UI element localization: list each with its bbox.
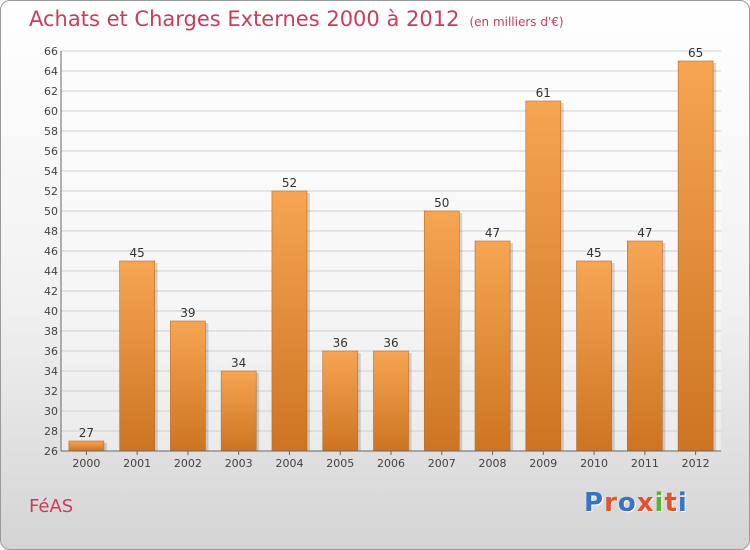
bar <box>119 260 155 452</box>
logo-letter: t <box>664 488 678 518</box>
x-tick-label: 2009 <box>529 457 557 470</box>
bar <box>474 240 511 452</box>
bar <box>373 350 409 452</box>
x-tick-label: 2002 <box>174 457 202 470</box>
value-label: 45 <box>586 246 601 260</box>
y-tick-label: 32 <box>44 385 58 398</box>
y-tick-label: 38 <box>44 325 58 338</box>
value-label: 45 <box>130 246 145 260</box>
value-label: 39 <box>180 306 195 320</box>
bar <box>322 350 359 452</box>
commune-name: FéAS <box>29 496 74 517</box>
x-tick-label: 2006 <box>377 457 405 470</box>
logo-letter: o <box>617 488 637 518</box>
x-tick-label: 2012 <box>682 457 710 470</box>
value-label: 34 <box>231 356 246 370</box>
bar <box>576 260 612 452</box>
value-label: 36 <box>333 336 348 350</box>
y-tick-label: 44 <box>44 265 58 278</box>
x-tick-label: 2010 <box>580 457 608 470</box>
y-tick-label: 54 <box>44 165 58 178</box>
bar <box>170 320 206 452</box>
y-tick-label: 28 <box>44 425 58 438</box>
bar <box>677 60 714 452</box>
value-label: 52 <box>282 176 297 190</box>
chart-title: Achats et Charges Externes 2000 à 2012 (e… <box>29 7 564 31</box>
bar <box>220 370 257 452</box>
bar <box>271 190 308 452</box>
x-tick-label: 2008 <box>479 457 507 470</box>
y-tick-label: 40 <box>44 305 58 318</box>
value-label: 27 <box>79 426 94 440</box>
x-tick-label: 2011 <box>631 457 659 470</box>
y-tick-label: 60 <box>44 105 58 118</box>
x-tick-label: 2003 <box>225 457 253 470</box>
value-label: 36 <box>383 336 398 350</box>
bar <box>627 240 663 452</box>
logo-letter: i <box>654 488 665 518</box>
y-tick-label: 58 <box>44 125 58 138</box>
y-tick-label: 30 <box>44 405 58 418</box>
value-label: 50 <box>434 196 449 210</box>
chart-title-text: Achats et Charges Externes 2000 à 2012 <box>29 7 460 31</box>
y-tick-label: 64 <box>44 65 58 78</box>
y-tick-label: 46 <box>44 245 58 258</box>
y-tick-label: 50 <box>44 205 58 218</box>
value-label: 47 <box>485 226 500 240</box>
x-tick-label: 2001 <box>123 457 151 470</box>
bar <box>423 210 460 452</box>
x-tick-label: 2007 <box>428 457 456 470</box>
y-tick-label: 26 <box>44 445 58 458</box>
x-tick-label: 2005 <box>326 457 354 470</box>
y-tick-label: 62 <box>44 85 58 98</box>
logo-letter: i <box>677 488 688 518</box>
y-tick-label: 42 <box>44 285 58 298</box>
y-tick-label: 52 <box>44 185 58 198</box>
proxiti-logo: Proxiti <box>584 488 688 518</box>
value-label: 61 <box>536 86 551 100</box>
logo-letter: x <box>636 488 655 518</box>
value-label: 65 <box>688 46 703 60</box>
bar <box>68 440 105 452</box>
y-tick-label: 66 <box>44 45 58 58</box>
y-tick-label: 36 <box>44 345 58 358</box>
y-tick-label: 34 <box>44 365 58 378</box>
chart-unit: (en milliers d'€) <box>469 15 564 29</box>
logo-letter: r <box>604 488 618 518</box>
value-label: 47 <box>637 226 652 240</box>
bar <box>525 100 562 452</box>
x-tick-label: 2000 <box>72 457 100 470</box>
logo-letter: P <box>584 488 605 518</box>
y-tick-label: 48 <box>44 225 58 238</box>
x-tick-label: 2004 <box>275 457 303 470</box>
y-tick-label: 56 <box>44 145 58 158</box>
